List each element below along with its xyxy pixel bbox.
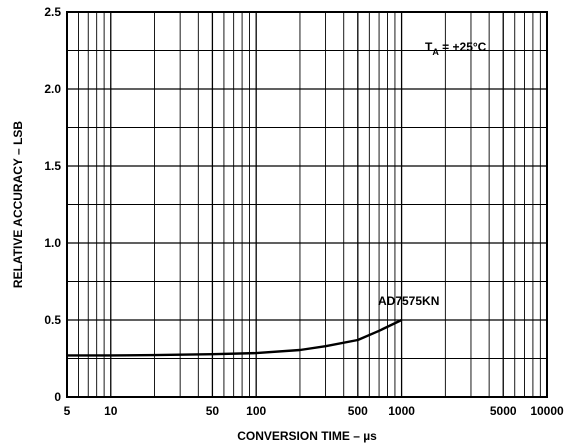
y-tick-label: 1.0 xyxy=(44,236,61,250)
x-tick-label: 10000 xyxy=(530,404,564,418)
y-tick-label: 0.5 xyxy=(44,313,61,327)
series-label-ad7575kn: AD7575KN xyxy=(378,294,439,308)
x-tick-label: 1000 xyxy=(388,404,415,418)
tick-labels: 5 10 50 100 500 1000 5000 10000 0 0.5 1.0 1.5 2.0 2.5 xyxy=(44,5,564,418)
y-tick-label: 0 xyxy=(54,390,61,404)
x-tick-label: 5000 xyxy=(490,404,517,418)
series-line-ad7575kn xyxy=(67,318,403,357)
x-tick-label: 100 xyxy=(246,404,266,418)
x-tick-label: 50 xyxy=(206,404,220,418)
condition-prefix: T xyxy=(425,40,433,54)
x-axis-title: CONVERSION TIME – µs xyxy=(237,429,377,443)
y-tick-label: 1.5 xyxy=(44,159,61,173)
x-tick-label: 500 xyxy=(348,404,368,418)
x-tick-label: 10 xyxy=(104,404,118,418)
y-axis-title: RELATIVE ACCURACY – LSB xyxy=(11,121,25,288)
grid-lines xyxy=(66,12,547,397)
condition-subscript: A xyxy=(432,47,439,57)
condition-value: = +25°C xyxy=(439,40,487,54)
series-layer xyxy=(67,318,403,357)
y-tick-label: 2.5 xyxy=(44,5,61,19)
temperature-condition-annotation: TA = +25°C xyxy=(425,40,487,57)
y-tick-label: 2.0 xyxy=(44,82,61,96)
x-tick-label: 5 xyxy=(64,404,71,418)
plot-frame xyxy=(66,11,548,398)
